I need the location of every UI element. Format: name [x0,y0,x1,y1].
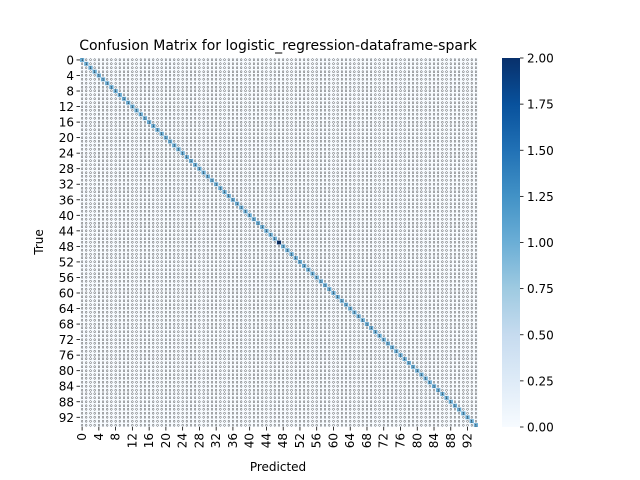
chart-title: Confusion Matrix for logistic_regression… [79,38,478,54]
